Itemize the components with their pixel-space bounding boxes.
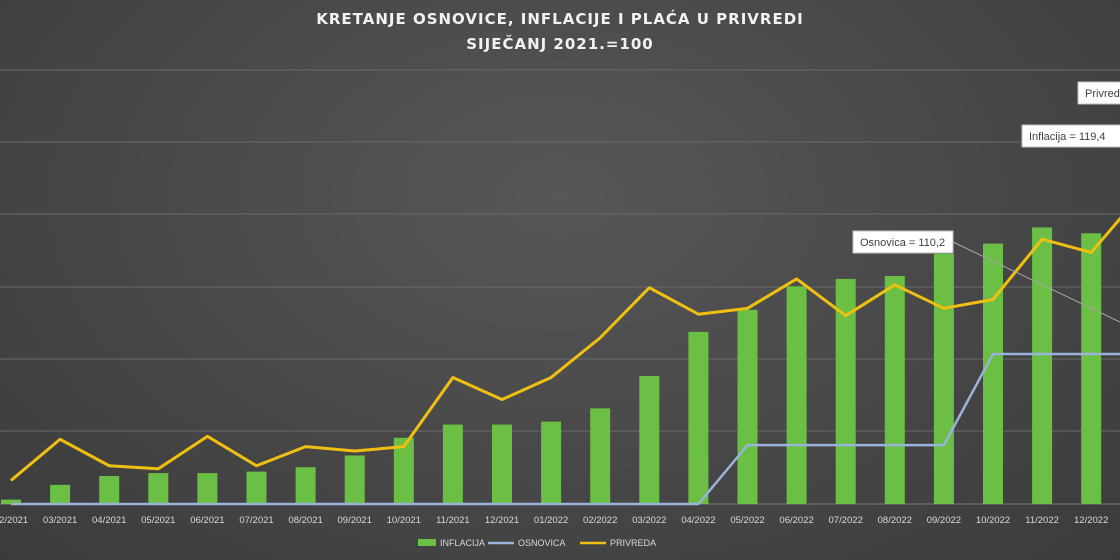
x-tick-07/2022: 07/2022 (829, 515, 863, 526)
x-tick-07/2021: 07/2021 (239, 515, 273, 526)
x-tick-09/2022: 09/2022 (927, 515, 961, 526)
x-tick-05/2021: 05/2021 (141, 515, 175, 526)
bar-inflacija-08/2022 (884, 275, 905, 504)
bar-inflacija-04/2021 (99, 476, 120, 504)
x-tick-04/2021: 04/2021 (92, 515, 126, 526)
x-tick-06/2022: 06/2022 (779, 515, 813, 526)
bar-inflacija-12/2022 (1081, 233, 1102, 504)
bar-inflacija-02/2022 (590, 408, 611, 504)
x-tick-10/2022: 10/2022 (976, 515, 1010, 526)
x-tick-04/2022: 04/2022 (681, 515, 715, 526)
bar-inflacija-05/2022 (737, 309, 758, 504)
bar-inflacija-10/2021 (393, 437, 414, 504)
bar-inflacija-06/2021 (197, 473, 218, 504)
x-tick-01/2022: 01/2022 (534, 515, 568, 526)
bar-inflacija-07/2021 (246, 471, 267, 504)
x-tick-08/2022: 08/2022 (878, 515, 912, 526)
x-tick-11/2021: 11/2021 (436, 515, 470, 526)
callout-label-0: Privreda = 121,0 (1085, 88, 1120, 100)
legend-label-osnovica: OSNOVICA (518, 538, 566, 548)
legend-label-privreda: PRIVREDA (610, 538, 656, 548)
x-tick-12/2022: 12/2022 (1074, 515, 1108, 526)
legend-label-inflacija: INFLACIJA (440, 538, 485, 548)
x-tick-08/2021: 08/2021 (288, 515, 322, 526)
bar-inflacija-12/2021 (492, 424, 512, 504)
x-tick-12/2021: 12/2021 (485, 515, 519, 526)
callout-box-1 (1021, 124, 1120, 148)
bar-inflacija-11/2021 (442, 424, 463, 504)
callout-leader-2 (952, 241, 1120, 323)
bar-inflacija-07/2022 (835, 278, 856, 504)
x-tick-10/2021: 10/2021 (387, 515, 421, 526)
x-tick-11/2022: 11/2022 (1025, 515, 1059, 526)
callout-box-0 (1077, 81, 1120, 105)
x-tick-03/2022: 03/2022 (632, 515, 666, 526)
x-tick-05/2022: 05/2022 (730, 515, 764, 526)
bar-inflacija-04/2022 (688, 331, 709, 504)
chart-title: KRETANJE OSNOVICE, INFLACIJE I PLAĆA U P… (316, 10, 804, 28)
bar-inflacija-03/2022 (639, 376, 660, 504)
callout-label-2: Osnovica = 110,2 (860, 237, 945, 249)
bar-inflacija-09/2022 (933, 253, 954, 504)
callout-box-2 (852, 230, 954, 254)
bar-inflacija-02/2021 (1, 499, 21, 504)
line-osnovica (11, 352, 1120, 506)
callout-label-1: Inflacija = 119,4 (1029, 131, 1106, 143)
x-tick-03/2021: 03/2021 (43, 515, 77, 526)
bar-inflacija-09/2021 (344, 455, 365, 504)
legend-swatch-inflacija (418, 539, 436, 546)
bar-inflacija-05/2021 (148, 473, 169, 504)
chart-subtitle: SIJEČANJ 2021.=100 (466, 35, 654, 53)
x-tick-06/2021: 06/2021 (190, 515, 224, 526)
bar-inflacija-10/2022 (983, 243, 1003, 504)
bar-inflacija-11/2022 (1032, 227, 1053, 505)
bar-inflacija-01/2022 (541, 421, 562, 504)
line-privreda (10, 216, 1120, 482)
x-tick-09/2021: 09/2021 (338, 515, 372, 526)
bar-inflacija-06/2022 (786, 286, 807, 504)
x-tick-02/2021: 02/2021 (0, 515, 28, 526)
x-tick-02/2022: 02/2022 (583, 515, 617, 526)
bar-inflacija-08/2021 (295, 467, 316, 504)
bar-inflacija-03/2021 (50, 484, 71, 504)
